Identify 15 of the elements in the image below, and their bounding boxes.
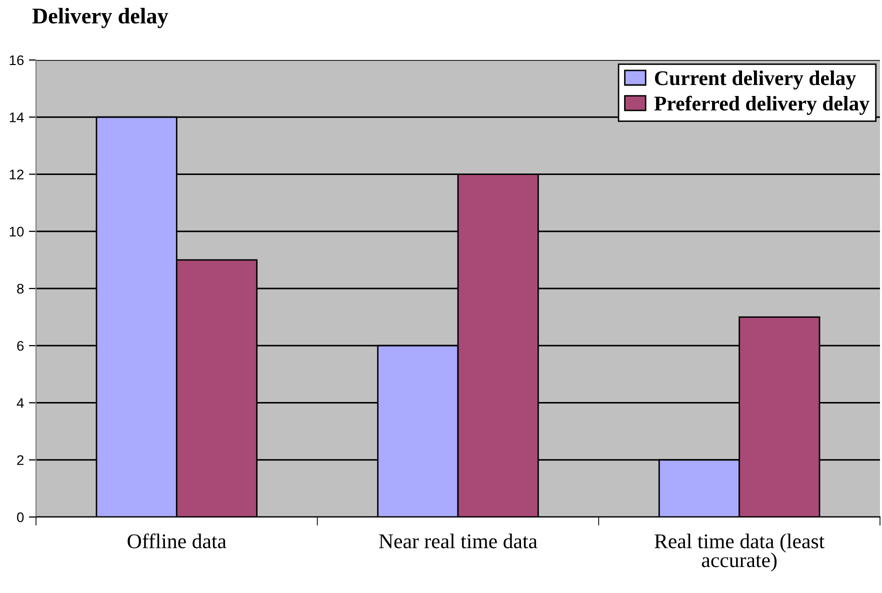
y-tick-label: 6 [17, 340, 24, 351]
legend-label: Current delivery delay [654, 70, 856, 90]
y-tick-label: 2 [17, 455, 24, 465]
y-tick-label: 12 [10, 170, 24, 180]
chart-title: Delivery delay [32, 8, 168, 28]
x-tick-label: Offline data [128, 533, 226, 548]
x-tick-label: Near real time data [379, 534, 538, 548]
x-tick-label: Real time data (least accurate) [654, 534, 825, 572]
y-tick-label: 4 [16, 398, 24, 408]
legend-label: Preferred delivery delay [654, 96, 870, 115]
y-tick-label: 10 [10, 226, 24, 237]
y-tick-label: 14 [10, 112, 24, 122]
y-tick-label: 8 [17, 284, 24, 294]
y-tick-label: 16 [10, 55, 24, 66]
y-tick-label: 0 [17, 512, 24, 522]
